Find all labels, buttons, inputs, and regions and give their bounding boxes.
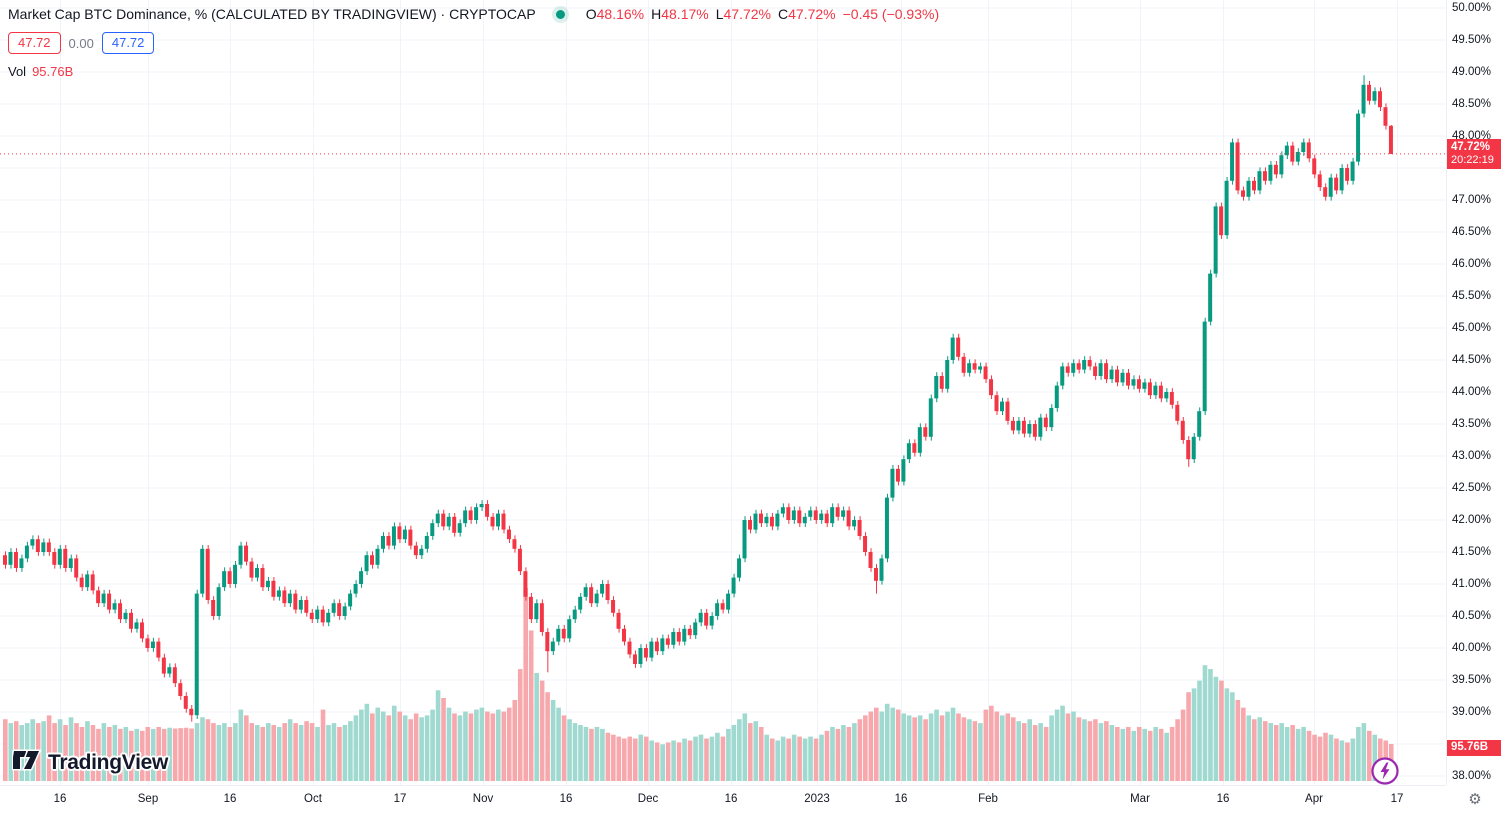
low-label: L [715,6,724,22]
time-tick-label: Sep [137,793,159,805]
time-tick-label: 17 [1390,793,1404,805]
market-status-dot [555,9,565,19]
last-price-value: 47.72% [1451,140,1491,153]
volume-legend: Vol 95.76B [8,64,939,79]
price-tick-label: 41.00% [1452,578,1492,590]
price-tick-label: 49.50% [1452,34,1492,46]
close-label: C [778,6,789,22]
volume-badge: 95.76B [1447,740,1501,757]
time-tick-label: Mar [1130,793,1150,805]
time-tick-label: Oct [304,793,322,805]
last-price-badge: 47.72% 20:22:19 [1447,138,1501,169]
time-tick-label: 2023 [804,793,830,805]
price-tick-label: 40.50% [1452,610,1492,622]
sell-price-button[interactable]: 47.72 [8,32,61,54]
price-tick-label: 44.50% [1452,354,1492,366]
price-axis[interactable]: 50.00% 49.50% 49.00% 48.50% 48.00% 47.00% 46.5… [1446,0,1501,785]
price-tick-label: 39.00% [1452,706,1492,718]
time-tick-label: 16 [559,793,573,805]
high-label: H [651,6,662,22]
high-value: 48.17% [661,6,709,22]
price-tick-label: 45.50% [1452,290,1492,302]
candlestick-chart-pane[interactable] [0,0,1446,785]
price-tick-label: 48.50% [1452,98,1492,110]
open-value: 48.16% [596,6,645,22]
price-tick-label: 49.00% [1452,66,1492,78]
tradingview-mark-icon [11,747,42,778]
price-tick-label: 43.50% [1452,418,1492,430]
time-tick-label: 16 [724,793,738,805]
ohlc-values: O48.16% H48.17% L47.72% C47.72% [579,5,836,23]
time-tick-label: 16 [53,793,67,805]
time-tick-label: 17 [393,793,407,805]
time-tick-label: 16 [894,793,908,805]
tradingview-logo-text: TradingView [48,750,169,774]
price-tick-label: 39.50% [1452,674,1492,686]
price-tick-label: 50.00% [1452,2,1492,14]
price-tick-label: 43.00% [1452,450,1492,462]
price-tick-label: 40.00% [1452,642,1492,654]
symbol-title[interactable]: Market Cap BTC Dominance, % (CALCULATED … [8,6,536,22]
time-tick-label: 16 [223,793,237,805]
chart-legend: Market Cap BTC Dominance, % (CALCULATED … [8,5,939,79]
price-tick-label: 47.00% [1452,194,1492,206]
price-tick-label: 41.50% [1452,546,1492,558]
price-tick-label: 46.50% [1452,226,1492,238]
close-value: 47.72% [788,6,836,22]
price-tick-label: 42.00% [1452,514,1492,526]
price-tick-label: 38.00% [1452,770,1492,782]
buy-price-button[interactable]: 47.72 [101,32,155,54]
price-tick-label: 42.50% [1452,482,1492,494]
price-tick-label: 46.00% [1452,258,1492,270]
time-tick-label: Nov [472,793,494,805]
spread-value: 0.00 [68,35,94,51]
time-axis[interactable]: 16 Sep 16 Oct 17 Nov 16 Dec 16 2023 16 Feb Mar 16 Apr 1… [0,785,1446,813]
open-label: O [585,6,597,22]
time-tick-label: 16 [1216,793,1230,805]
price-tick-label: 44.00% [1452,386,1492,398]
instant-trading-button[interactable] [1371,757,1399,785]
tradingview-logo[interactable]: TradingView [11,747,169,778]
time-tick-label: Apr [1305,793,1323,805]
low-value: 47.72% [723,6,771,22]
settings-gear-icon[interactable]: ⚙ [1462,789,1488,811]
change-value: −0.45 (−0.93%) [842,6,940,22]
time-tick-label: Dec [637,793,659,805]
volume-label: Vol [8,64,27,79]
bar-countdown: 20:22:19 [1451,153,1494,166]
time-tick-label: Feb [978,793,998,805]
volume-value: 95.76B [32,64,74,79]
price-tick-label: 45.00% [1452,322,1492,334]
